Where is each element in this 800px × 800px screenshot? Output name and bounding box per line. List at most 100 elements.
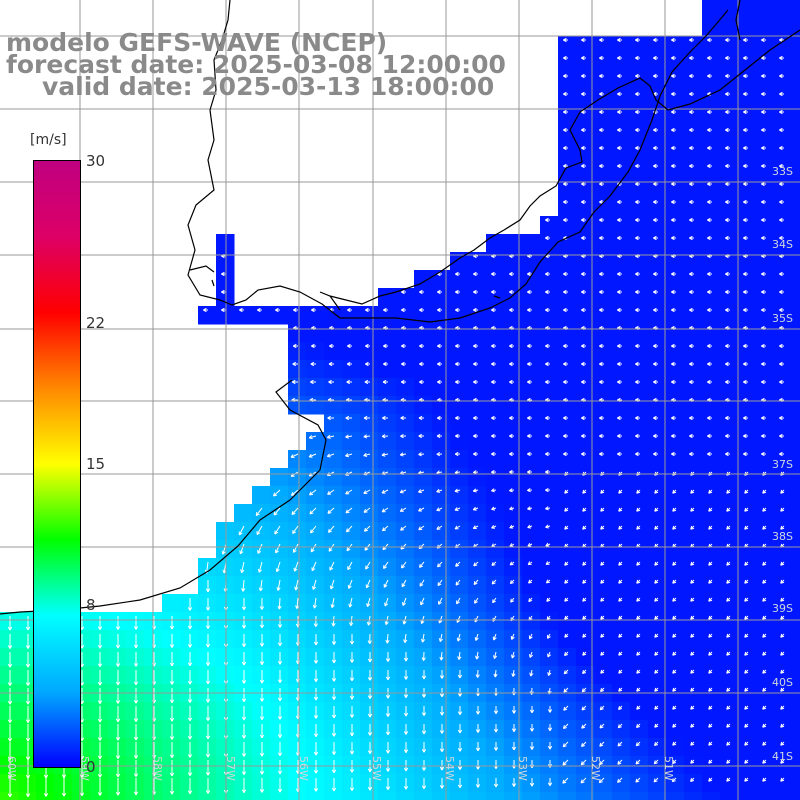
speed-cell bbox=[630, 630, 649, 649]
wind-arrow-head bbox=[241, 643, 245, 647]
speed-cell bbox=[684, 162, 703, 181]
speed-cell bbox=[288, 468, 307, 487]
speed-cell bbox=[792, 18, 800, 37]
speed-cell bbox=[342, 702, 361, 721]
speed-cell bbox=[468, 288, 487, 307]
wind-arrow-head bbox=[491, 415, 495, 419]
speed-cell bbox=[756, 450, 775, 469]
wind-arrow-head bbox=[133, 736, 137, 741]
speed-cell bbox=[468, 756, 487, 775]
wind-arrow-head bbox=[169, 662, 173, 667]
wind-arrow-head bbox=[291, 415, 295, 419]
wind-arrow-head bbox=[600, 633, 603, 638]
wind-arrow-head bbox=[367, 658, 371, 663]
wind-arrow-head bbox=[7, 700, 11, 705]
speed-cell bbox=[324, 432, 343, 451]
wind-arrow-head bbox=[744, 741, 747, 746]
wind-arrow-head bbox=[743, 73, 747, 77]
speed-cell bbox=[648, 378, 667, 397]
speed-cell bbox=[342, 738, 361, 757]
speed-cell bbox=[504, 504, 523, 523]
wind-arrow-head bbox=[636, 597, 639, 602]
wind-arrow-head bbox=[509, 506, 513, 510]
wind-arrow-head bbox=[97, 792, 101, 796]
speed-cell bbox=[216, 540, 235, 559]
speed-cell bbox=[378, 576, 397, 595]
wind-arrow-head bbox=[331, 733, 335, 737]
speed-cell bbox=[666, 648, 685, 667]
speed-cell bbox=[216, 522, 235, 541]
wind-arrow bbox=[563, 723, 569, 729]
speed-cell bbox=[360, 378, 379, 397]
wind-arrow-head bbox=[329, 325, 333, 329]
wind-arrow-head bbox=[345, 528, 348, 532]
speed-cell bbox=[648, 558, 667, 577]
wind-arrow bbox=[511, 651, 515, 659]
wind-arrow-head bbox=[115, 626, 119, 630]
speed-cell bbox=[486, 396, 505, 415]
speed-cell bbox=[648, 414, 667, 433]
wind-arrow-head bbox=[581, 73, 585, 77]
speed-cell bbox=[702, 234, 721, 253]
speed-cell bbox=[756, 162, 775, 181]
wind-arrow-head bbox=[402, 620, 405, 625]
speed-cell bbox=[738, 702, 757, 721]
speed-cell bbox=[486, 720, 505, 739]
wind-arrow-head bbox=[347, 343, 351, 347]
speed-cell bbox=[558, 270, 577, 289]
wind-arrow-head bbox=[743, 145, 747, 149]
speed-cell bbox=[252, 648, 271, 667]
speed-cell bbox=[576, 180, 595, 199]
wind-arrow-head bbox=[437, 563, 439, 568]
wind-arrow bbox=[328, 543, 335, 552]
wind-arrow-head bbox=[509, 271, 513, 275]
wind-arrow-head bbox=[564, 633, 567, 638]
speed-cell bbox=[612, 216, 631, 235]
wind-arrow-head bbox=[455, 307, 459, 311]
speed-cell bbox=[360, 450, 379, 469]
speed-cell bbox=[774, 234, 793, 253]
speed-cell bbox=[738, 504, 757, 523]
wind-arrow-head bbox=[653, 778, 656, 783]
speed-cell bbox=[486, 450, 505, 469]
wind-arrow-head bbox=[563, 688, 566, 693]
speed-cell bbox=[792, 90, 800, 109]
wind-arrow-head bbox=[509, 361, 513, 365]
speed-cell bbox=[774, 738, 793, 757]
wind-arrow-head bbox=[169, 754, 173, 759]
speed-cell bbox=[684, 540, 703, 559]
wind-arrow-head bbox=[457, 674, 461, 679]
speed-cell bbox=[756, 720, 775, 739]
speed-cell bbox=[522, 360, 541, 379]
wind-arrow-head bbox=[707, 289, 711, 293]
speed-cell bbox=[666, 666, 685, 685]
speed-cell bbox=[774, 0, 793, 19]
wind-arrow-head bbox=[653, 271, 657, 275]
wind-arrow-head bbox=[418, 470, 422, 474]
speed-cell bbox=[756, 486, 775, 505]
speed-cell bbox=[612, 648, 631, 667]
speed-cell bbox=[612, 540, 631, 559]
wind-arrow-head bbox=[346, 379, 351, 383]
speed-cell bbox=[270, 504, 289, 523]
speed-cell bbox=[378, 360, 397, 379]
wind-arrow-head bbox=[761, 127, 765, 131]
speed-cell bbox=[486, 504, 505, 523]
wind-arrow-head bbox=[385, 694, 389, 699]
speed-cell bbox=[630, 612, 649, 631]
wind-arrow-head bbox=[581, 307, 585, 311]
wind-arrow-head bbox=[653, 145, 657, 149]
wind-arrow-head bbox=[439, 675, 443, 679]
speed-cell bbox=[576, 612, 595, 631]
speed-cell bbox=[720, 648, 739, 667]
wind-arrow-head bbox=[365, 361, 369, 365]
wind-arrow-head bbox=[473, 307, 477, 311]
speed-cell bbox=[756, 18, 775, 37]
speed-cell bbox=[468, 270, 487, 289]
wind-arrow-head bbox=[331, 641, 335, 645]
speed-cell bbox=[558, 540, 577, 559]
speed-cell bbox=[702, 36, 721, 55]
wind-arrow bbox=[348, 579, 353, 589]
speed-cell bbox=[324, 702, 343, 721]
speed-cell bbox=[486, 234, 505, 253]
